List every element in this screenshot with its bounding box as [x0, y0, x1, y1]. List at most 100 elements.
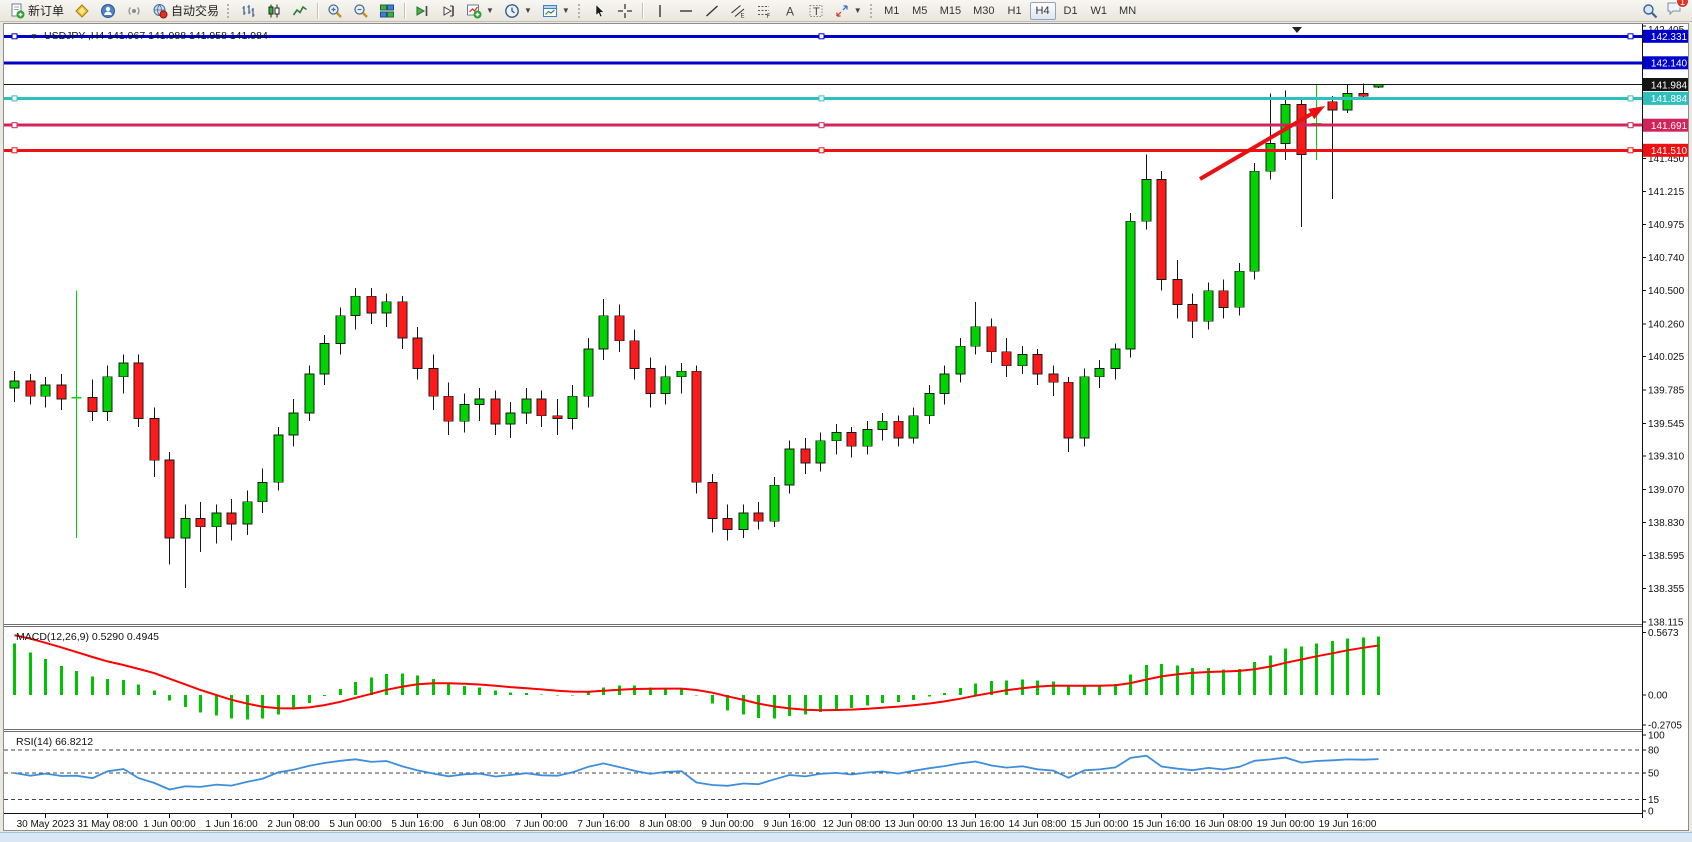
toolbar-separator	[404, 2, 406, 19]
price-axis-tick: 140.975	[1648, 220, 1685, 231]
channel-button[interactable]: E	[725, 1, 751, 21]
toolbar-separator	[317, 2, 319, 19]
candle	[1017, 346, 1028, 374]
horizontal-line-button[interactable]	[673, 1, 699, 21]
price-axis-tick: 139.545	[1648, 419, 1685, 430]
templates-icon	[542, 3, 558, 19]
timeframe-h4-button[interactable]: H4	[1029, 1, 1056, 20]
tile-windows-button[interactable]	[374, 1, 400, 21]
time-axis-label: 1 Jun 16:00	[205, 819, 258, 830]
timeframe-m1-button[interactable]: M1	[879, 2, 905, 20]
zoom-in-button[interactable]	[322, 1, 348, 21]
fibonacci-button[interactable]: F	[751, 1, 777, 21]
vertical-line-button[interactable]	[647, 1, 673, 21]
candle	[536, 390, 547, 427]
community-button[interactable]	[95, 1, 121, 21]
time-axis-label: 15 Jun 00:00	[1071, 819, 1129, 830]
candle	[629, 329, 640, 380]
line-handle	[1627, 122, 1634, 129]
zoom-out-button[interactable]	[348, 1, 374, 21]
price-line-label: 141.984	[1651, 80, 1688, 91]
time-axis-label: 8 Jun 08:00	[639, 819, 692, 830]
timeframe-h1-button[interactable]: H1	[1002, 2, 1028, 20]
price-level-line[interactable]: 141.510	[4, 143, 1692, 157]
candle	[1079, 368, 1090, 447]
time-axis-label: 13 Jun 00:00	[885, 819, 943, 830]
macd-label: MACD(12,26,9) 0.5290 0.4945	[16, 631, 159, 643]
timeframe-d1-button[interactable]: D1	[1058, 2, 1084, 20]
price-axis-tick: 138.115	[1648, 618, 1684, 629]
text-label-button[interactable]: T	[803, 1, 829, 21]
toolbar-separator	[641, 2, 643, 19]
price-axis-tick: 138.830	[1648, 518, 1685, 529]
arrows-button[interactable]: ▼	[829, 1, 867, 21]
line-chart-button[interactable]	[287, 1, 313, 21]
candlestick-chart-icon	[266, 3, 282, 19]
timeframe-m15-button[interactable]: M15	[935, 2, 966, 20]
current-price-line[interactable]: 141.984	[4, 78, 1692, 91]
time-axis-label: 30 May 2023	[17, 819, 75, 830]
cursor-icon	[591, 3, 607, 19]
line-handle	[818, 147, 825, 154]
candle	[753, 501, 764, 530]
candle	[335, 307, 346, 355]
price-axis-tick: 140.025	[1648, 352, 1685, 363]
fibonacci-icon: F	[756, 3, 772, 19]
bar-chart-button[interactable]	[235, 1, 261, 21]
price-axis-tick: 139.070	[1648, 485, 1685, 496]
timeframe-w1-button[interactable]: W1	[1086, 2, 1113, 20]
time-axis-label: 1 Jun 00:00	[143, 819, 196, 830]
trend-arrow[interactable]	[1198, 106, 1325, 181]
price-axis-tick: 141.215	[1648, 187, 1685, 198]
time-axis-label: 9 Jun 16:00	[763, 819, 816, 830]
price-level-line[interactable]: 142.140	[4, 56, 1692, 70]
templates-button[interactable]: ▼	[537, 1, 575, 21]
candle	[846, 426, 857, 458]
auto-scroll-icon	[414, 3, 430, 19]
search-icon[interactable]	[1642, 3, 1658, 19]
auto-scroll-button[interactable]	[409, 1, 435, 21]
time-axis-label: 31 May 08:00	[77, 819, 138, 830]
channel-icon: E	[730, 3, 746, 19]
text-button[interactable]: A	[777, 1, 803, 21]
line-handle	[818, 95, 825, 102]
candlestick-chart-button[interactable]	[261, 1, 287, 21]
timeframe-mn-button[interactable]: MN	[1114, 2, 1141, 20]
usdjpy-h4-chart[interactable]: MACD(12,26,9) 0.5290 0.4945 0.5673 0.00 -0.…	[4, 24, 1692, 830]
price-axis-tick: 141.450	[1648, 154, 1685, 165]
chart-title: USDJPY-,H4 141.967 141.988 141.958 141.9…	[44, 30, 268, 42]
time-axis-label: 13 Jun 16:00	[947, 819, 1005, 830]
price-line-label: 141.691	[1651, 121, 1688, 132]
community-icon	[100, 3, 116, 19]
candle	[676, 362, 687, 394]
timeframe-m5-button[interactable]: M5	[907, 2, 933, 20]
candle	[164, 451, 175, 565]
trendline-icon	[704, 3, 720, 19]
time-axis-label: 15 Jun 16:00	[1133, 819, 1191, 830]
new-order-button[interactable]: 新订单	[4, 1, 69, 21]
price-level-line[interactable]: 141.884	[4, 91, 1692, 105]
rsi-scale-tick: 0	[1648, 807, 1654, 818]
candle	[862, 421, 873, 455]
trendline-button[interactable]	[699, 1, 725, 21]
signals-button[interactable]	[121, 1, 147, 21]
chat-button[interactable]: 1	[1666, 0, 1689, 21]
autotrading-button[interactable]: 自动交易	[147, 1, 224, 21]
candle	[738, 504, 749, 538]
timeframe-m30-button[interactable]: M30	[968, 2, 999, 20]
periods-button[interactable]: ▼	[499, 1, 537, 21]
candle	[691, 365, 702, 494]
candle	[567, 385, 578, 430]
shift-marker-icon[interactable]	[1292, 27, 1302, 33]
cursor-button[interactable]	[586, 1, 612, 21]
rsi-scale-tick: 80	[1648, 746, 1660, 757]
price-level-line[interactable]: 141.691	[4, 118, 1692, 132]
metaeditor-button[interactable]	[69, 1, 95, 21]
price-level-line[interactable]: 142.331	[4, 29, 1692, 43]
candle	[319, 335, 330, 386]
chart-shift-button[interactable]	[435, 1, 461, 21]
indicators-button[interactable]: ▼	[461, 1, 499, 21]
rsi-label: RSI(14) 66.8212	[16, 736, 93, 748]
crosshair-button[interactable]	[612, 1, 638, 21]
time-axis-label: 7 Jun 16:00	[577, 819, 630, 830]
